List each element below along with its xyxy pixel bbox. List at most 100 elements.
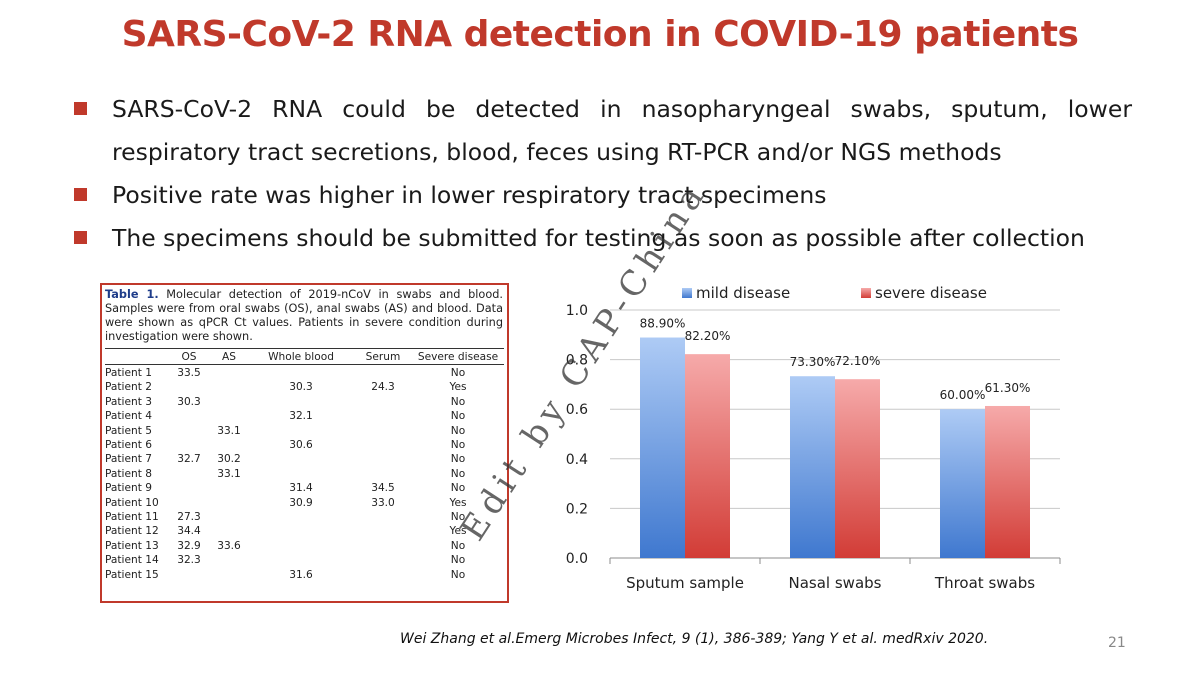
- table-cell: Patient 8: [105, 467, 152, 480]
- table-cell: [353, 510, 413, 524]
- table-cell: [353, 452, 413, 466]
- table-cell: Patient 9: [105, 482, 152, 495]
- table-cell: [169, 438, 209, 452]
- table-cell: [209, 524, 249, 538]
- table-cell: [209, 568, 249, 582]
- data-label: 72.10%: [835, 354, 881, 368]
- table-cell: [169, 467, 209, 481]
- table-cell: [249, 467, 353, 481]
- table-cell: [353, 524, 413, 538]
- table-cell: [169, 380, 209, 394]
- table-row: Patient 4 32.1 No: [102, 409, 507, 423]
- table-cell: Patient 6: [105, 439, 152, 452]
- square-bullet-icon: [74, 188, 87, 201]
- table-row: Patient 5 33.1 No: [102, 424, 507, 438]
- table-cell: [209, 380, 249, 394]
- bullet-item: Positive rate was higher in lower respir…: [72, 174, 1132, 217]
- table-caption-label: Table 1.: [105, 288, 159, 301]
- table-row: Patient 7 32.7 30.2 No: [102, 452, 507, 466]
- legend-swatch: [682, 288, 692, 298]
- table-cell: [353, 409, 413, 423]
- table-cell: Patient 15: [105, 568, 159, 581]
- table-cell: [169, 568, 209, 582]
- legend-swatch: [861, 288, 871, 298]
- table-cell: [169, 424, 209, 438]
- table-cell: [169, 496, 209, 510]
- table-cell: No: [450, 482, 466, 495]
- table-cell: 30.6: [289, 439, 313, 452]
- table-cell: Patient 13: [105, 539, 159, 552]
- table-cell: [209, 481, 249, 495]
- x-tick-label: Throat swabs: [934, 574, 1035, 592]
- page-number: 21: [1108, 635, 1126, 651]
- table-cell: Yes: [449, 381, 467, 394]
- table-row: Patient 10 30.9 33.0 Yes: [102, 496, 507, 510]
- table-header-cell: OS: [181, 351, 197, 363]
- data-label: 61.30%: [985, 381, 1031, 395]
- table-cell: 32.9: [177, 539, 201, 552]
- legend-label: mild disease: [696, 284, 790, 302]
- table-cell: Patient 2: [105, 381, 152, 394]
- bar-0: [640, 337, 685, 558]
- table-cell: No: [450, 467, 466, 480]
- table-cell: [209, 366, 249, 380]
- table-cell: [249, 539, 353, 553]
- slide-title: SARS-CoV-2 RNA detection in COVID-19 pat…: [121, 14, 1079, 55]
- table-row: Patient 9 31.4 34.5 No: [102, 481, 507, 495]
- y-tick-label: 0.6: [566, 402, 588, 418]
- table-cell: Yes: [449, 525, 467, 538]
- square-bullet-icon: [74, 102, 87, 115]
- table-top-rule: [105, 348, 504, 349]
- table-cell: No: [450, 511, 466, 524]
- table-row: Patient 1 33.5 No: [102, 366, 507, 380]
- table-header-cell: [105, 351, 169, 363]
- table-cell: No: [450, 539, 466, 552]
- table-cell: [353, 553, 413, 567]
- bar-0: [790, 376, 835, 558]
- bar-1: [835, 379, 880, 558]
- table-cell: No: [450, 554, 466, 567]
- table-cell: [209, 553, 249, 567]
- table-header-cell: Whole blood: [268, 351, 334, 363]
- table-header-row: OS AS Whole blood Serum Severe disease: [102, 349, 507, 364]
- table-cell: [353, 467, 413, 481]
- table-cell: Patient 4: [105, 410, 152, 423]
- table-cell: 31.4: [289, 482, 313, 495]
- table-cell: [249, 424, 353, 438]
- table-cell: Patient 11: [105, 511, 159, 524]
- table-cell: [353, 539, 413, 553]
- x-tick-label: Nasal swabs: [789, 574, 882, 592]
- table-row: Patient 2 30.3 24.3 Yes: [102, 380, 507, 394]
- table-row: Patient 12 34.4 Yes: [102, 524, 507, 538]
- data-label: 82.20%: [685, 329, 731, 343]
- x-tick-label: Sputum sample: [626, 574, 744, 592]
- y-tick-label: 1.0: [566, 303, 588, 319]
- table-cell: [209, 395, 249, 409]
- table-cell: [353, 395, 413, 409]
- table-row: Patient 8 33.1 No: [102, 467, 507, 481]
- table-cell: Patient 12: [105, 525, 159, 538]
- bullet-item: The specimens should be submitted for te…: [72, 217, 1132, 260]
- table-cell: [249, 524, 353, 538]
- table-cell: [249, 452, 353, 466]
- table-cell: 34.5: [371, 482, 395, 495]
- table-caption-text: Molecular detection of 2019-nCoV in swab…: [105, 288, 503, 343]
- table-body: Patient 1 33.5 No Patient 2 30.3 24.3 Yes Patie…: [102, 366, 507, 582]
- legend-label: severe disease: [875, 284, 987, 302]
- table-cell: [209, 496, 249, 510]
- square-bullet-icon: [74, 231, 87, 244]
- table-cell: No: [450, 410, 466, 423]
- table-cell: 32.1: [289, 410, 313, 423]
- table-cell: [209, 510, 249, 524]
- table-cell: 33.1: [217, 424, 241, 437]
- table-cell: [353, 438, 413, 452]
- table-cell: Patient 14: [105, 554, 159, 567]
- table-cell: 33.1: [217, 467, 241, 480]
- molecular-detection-table: Table 1. Molecular detection of 2019-nCo…: [100, 283, 509, 603]
- table-cell: No: [450, 439, 466, 452]
- positive-rate-bar-chart: 0.0 0.2 0.4 0.6 0.8 1.0 88.90%82.20% Sputum sam…: [566, 284, 1061, 592]
- bar-1: [685, 354, 730, 558]
- citation: Wei Zhang et al.Emerg Microbes Infect, 9…: [400, 631, 989, 647]
- y-tick-label: 0.8: [566, 353, 588, 369]
- y-tick-label: 0.4: [566, 452, 588, 468]
